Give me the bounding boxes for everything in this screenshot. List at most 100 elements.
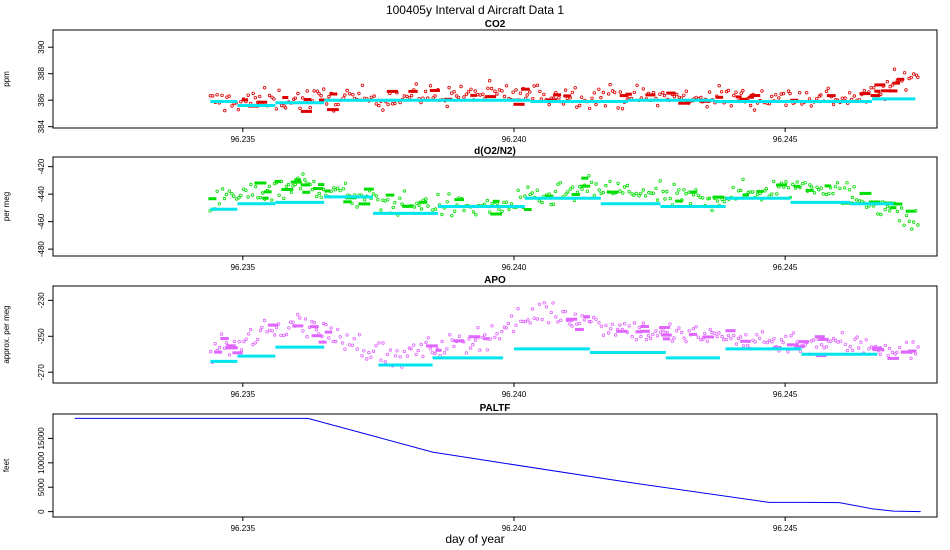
data-point bbox=[748, 103, 753, 108]
data-point bbox=[217, 202, 222, 206]
data-point bbox=[556, 182, 560, 186]
data-point bbox=[807, 97, 812, 101]
data-point bbox=[784, 334, 788, 338]
data-point bbox=[282, 196, 286, 201]
data-point bbox=[904, 340, 909, 344]
data-point bbox=[400, 202, 404, 206]
data-point bbox=[526, 318, 530, 322]
data-point bbox=[227, 94, 231, 98]
data-point bbox=[616, 106, 620, 110]
data-point bbox=[902, 223, 906, 227]
data-point bbox=[805, 90, 809, 95]
data-point bbox=[291, 184, 295, 188]
data-point bbox=[565, 96, 570, 101]
data-point bbox=[237, 196, 241, 200]
data-point bbox=[684, 339, 688, 344]
data-point bbox=[720, 334, 724, 339]
data-point bbox=[850, 348, 855, 352]
data-point bbox=[270, 198, 274, 202]
y-tick-label: 0 bbox=[37, 509, 46, 514]
data-point bbox=[751, 190, 755, 194]
data-point bbox=[343, 347, 347, 351]
data-point bbox=[803, 343, 807, 347]
data-point bbox=[717, 331, 721, 335]
data-point bbox=[661, 90, 665, 95]
data-point bbox=[587, 106, 592, 111]
data-point bbox=[563, 88, 568, 92]
data-point bbox=[916, 75, 920, 79]
panel-co2: CO2 ppm 384 386 388 390 96.235 96.240 96.245 bbox=[2, 19, 938, 144]
data-point bbox=[490, 201, 494, 206]
data-point bbox=[618, 323, 622, 327]
x-axis-label: day of year bbox=[445, 532, 504, 546]
data-point bbox=[594, 182, 598, 186]
data-point bbox=[509, 314, 514, 318]
data-point bbox=[762, 340, 766, 344]
data-point bbox=[897, 219, 902, 223]
data-point bbox=[249, 182, 253, 187]
data-point bbox=[710, 330, 714, 335]
y-tick-label: 384 bbox=[37, 119, 46, 133]
data-point bbox=[348, 91, 352, 96]
data-point bbox=[580, 187, 584, 191]
data-point bbox=[831, 336, 836, 341]
data-point bbox=[265, 330, 269, 334]
data-point bbox=[333, 102, 338, 107]
data-point bbox=[682, 336, 686, 340]
data-point bbox=[890, 83, 894, 87]
data-point bbox=[741, 88, 745, 93]
data-point bbox=[765, 340, 769, 345]
data-point bbox=[902, 71, 907, 75]
data-point bbox=[715, 334, 719, 339]
data-point bbox=[419, 342, 423, 347]
data-point bbox=[691, 193, 696, 197]
data-point bbox=[347, 343, 352, 347]
data-point bbox=[854, 198, 859, 202]
data-point bbox=[497, 207, 501, 211]
data-point bbox=[892, 67, 897, 71]
data-point bbox=[655, 334, 660, 338]
data-point bbox=[888, 209, 892, 213]
data-point bbox=[516, 188, 520, 192]
data-point bbox=[786, 89, 791, 93]
data-point bbox=[430, 351, 434, 355]
data-point bbox=[795, 340, 799, 344]
data-point bbox=[665, 330, 669, 335]
data-point bbox=[296, 312, 300, 317]
data-point bbox=[688, 201, 693, 206]
data-point bbox=[746, 343, 750, 348]
data-point bbox=[474, 212, 478, 217]
data-point bbox=[736, 336, 741, 341]
data-point bbox=[208, 349, 213, 354]
data-point bbox=[763, 189, 767, 193]
data-point bbox=[557, 95, 561, 100]
data-point bbox=[471, 210, 476, 214]
data-point bbox=[355, 347, 359, 351]
data-point bbox=[453, 209, 457, 213]
x-tick-label: 96.235 bbox=[231, 263, 256, 272]
data-point bbox=[911, 340, 915, 344]
data-point bbox=[253, 341, 258, 345]
data-point bbox=[260, 191, 265, 195]
data-point bbox=[374, 102, 378, 106]
data-point bbox=[538, 89, 542, 94]
data-point bbox=[329, 326, 333, 330]
data-point bbox=[377, 103, 381, 108]
data-point bbox=[445, 104, 449, 109]
data-point bbox=[305, 89, 309, 93]
data-point bbox=[580, 314, 584, 318]
data-point bbox=[516, 307, 520, 311]
data-point bbox=[514, 323, 518, 327]
data-point bbox=[367, 350, 371, 355]
data-point bbox=[327, 336, 331, 340]
data-point bbox=[298, 186, 303, 191]
y-tick-label: -440 bbox=[37, 186, 46, 203]
data-point bbox=[270, 95, 274, 99]
y-tick-label: 386 bbox=[37, 93, 46, 107]
data-point bbox=[634, 191, 638, 196]
data-point bbox=[722, 200, 726, 204]
data-point bbox=[469, 87, 473, 91]
data-point bbox=[360, 354, 364, 358]
data-point bbox=[741, 344, 746, 348]
data-point bbox=[258, 328, 263, 333]
